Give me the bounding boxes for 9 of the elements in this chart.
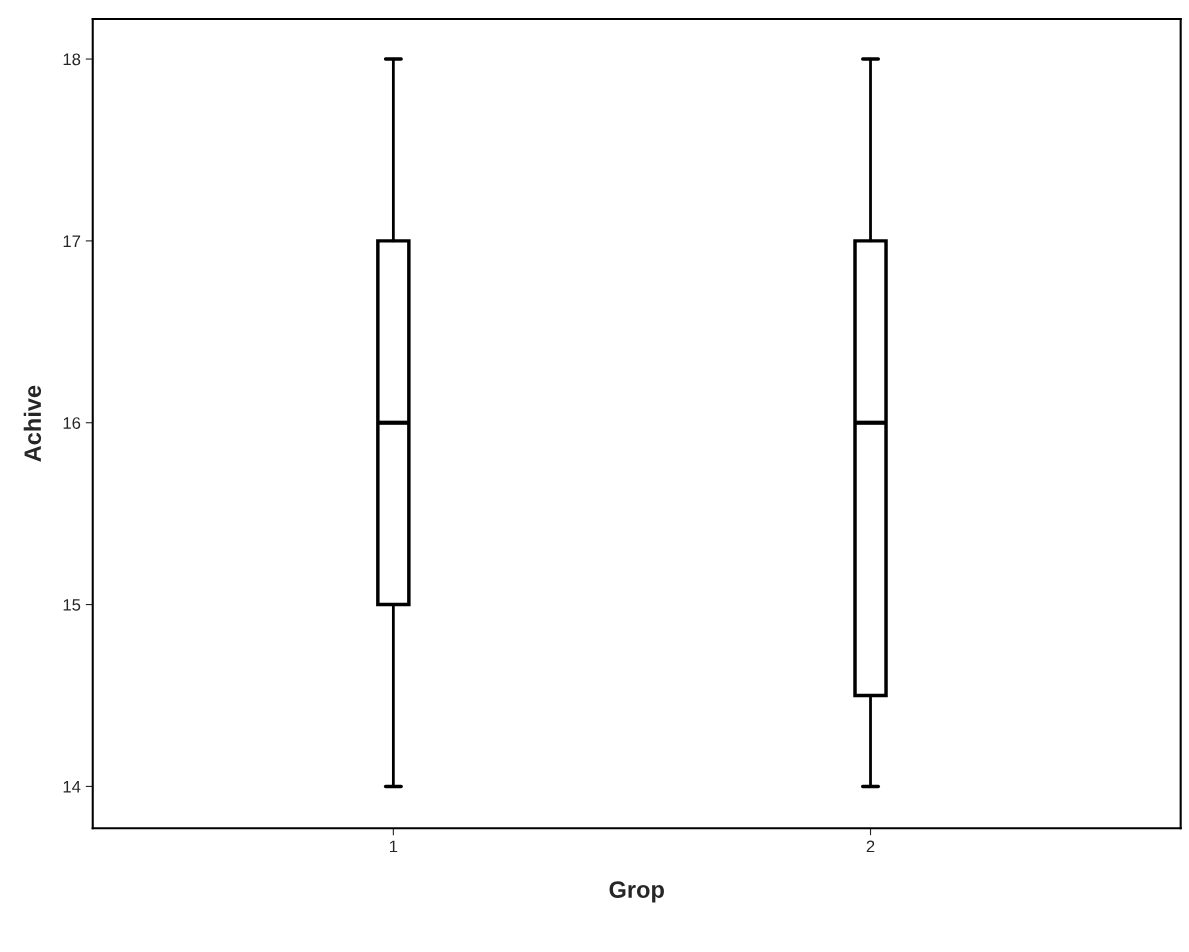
y-tick-label: 16 [63, 417, 81, 429]
y-tick-label: 17 [63, 235, 81, 247]
x-tick-label: 2 [866, 840, 875, 853]
y-tick-label: 15 [63, 599, 81, 611]
x-axis-title: Grop [609, 881, 664, 903]
y-axis-title: Achive [23, 385, 42, 462]
y-tick-label: 18 [63, 53, 81, 66]
x-tick-label: 1 [389, 840, 398, 853]
y-tick-label: 14 [63, 780, 81, 793]
